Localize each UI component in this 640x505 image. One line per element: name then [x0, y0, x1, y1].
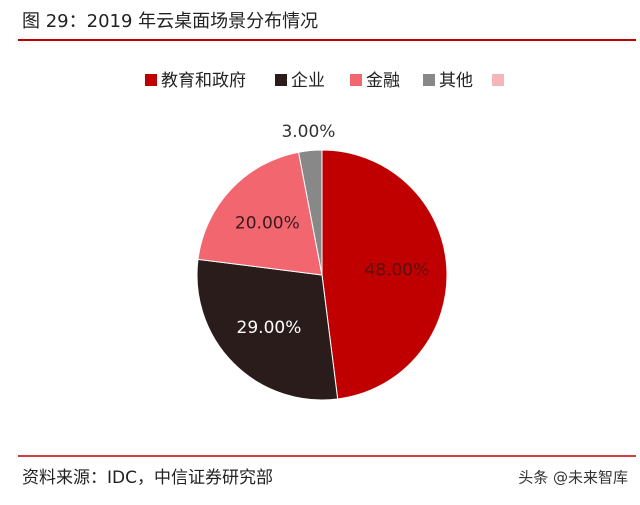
legend-swatch: [145, 74, 157, 86]
legend-swatch: [423, 74, 435, 86]
legend-swatch: [275, 74, 287, 86]
pie-slice: [197, 151, 323, 276]
legend-label: 金融: [366, 71, 400, 91]
legend-swatch: [492, 74, 504, 86]
pie-slice: [297, 149, 323, 276]
data-label: 3.00%: [281, 122, 335, 142]
legend-label: 教育和政府: [161, 71, 246, 91]
legend-swatch: [350, 74, 362, 86]
legend-label: 企业: [291, 71, 325, 91]
data-label: 48.00%: [364, 260, 429, 280]
pie-slice: [196, 258, 339, 401]
data-label: 29.00%: [237, 318, 302, 338]
source: 资料来源：IDC，中信证券研究部: [22, 468, 273, 488]
data-label: 20.00%: [235, 214, 300, 234]
pie-slice: [321, 149, 448, 400]
watermark: 头条 @未来智库: [518, 469, 628, 487]
legend-label: 其他: [439, 71, 473, 91]
chart-title: 图 29：2019 年云桌面场景分布情况: [22, 11, 318, 32]
